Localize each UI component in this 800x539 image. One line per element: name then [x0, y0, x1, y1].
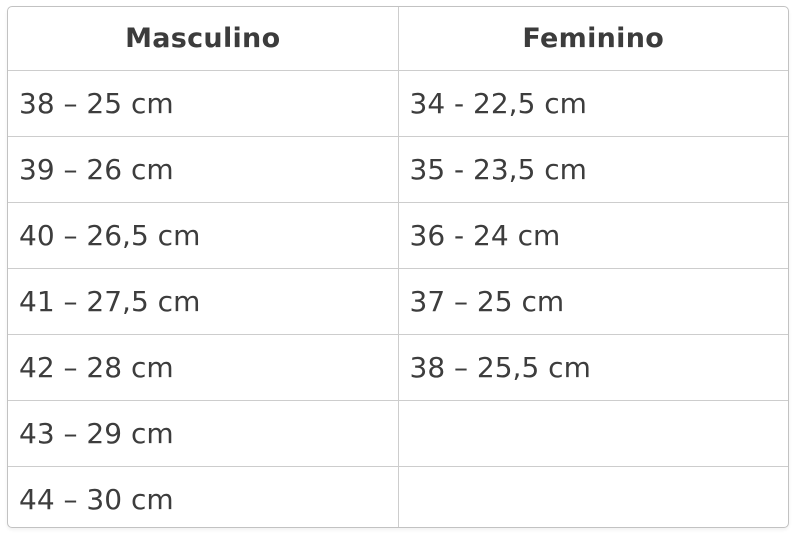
table-row: 38 – 25 cm 34 - 22,5 cm: [8, 70, 788, 137]
cell-masculino: 41 – 27,5 cm: [8, 268, 399, 335]
column-header-masculino: Masculino: [8, 7, 399, 71]
table-row: 44 – 30 cm: [8, 466, 788, 528]
cell-masculino: 44 – 30 cm: [8, 466, 399, 527]
table-row: 39 – 26 cm 35 - 23,5 cm: [8, 136, 788, 203]
cell-masculino: 38 – 25 cm: [8, 70, 399, 137]
table-row: 42 – 28 cm 38 – 25,5 cm: [8, 334, 788, 401]
cell-feminino: 38 – 25,5 cm: [398, 334, 788, 401]
table-row: 40 – 26,5 cm 36 - 24 cm: [8, 202, 788, 269]
table-header-row: Masculino Feminino: [8, 7, 788, 71]
shoe-size-table: Masculino Feminino 38 – 25 cm 34 - 22,5 …: [8, 7, 788, 528]
cell-feminino: 34 - 22,5 cm: [398, 70, 788, 137]
cell-feminino: 37 – 25 cm: [398, 268, 788, 335]
cell-feminino: 35 - 23,5 cm: [398, 136, 788, 203]
shoe-size-table-container: Masculino Feminino 38 – 25 cm 34 - 22,5 …: [7, 6, 789, 528]
cell-masculino: 39 – 26 cm: [8, 136, 399, 203]
cell-feminino: 36 - 24 cm: [398, 202, 788, 269]
cell-masculino: 42 – 28 cm: [8, 334, 399, 401]
cell-masculino: 40 – 26,5 cm: [8, 202, 399, 269]
column-header-feminino: Feminino: [398, 7, 788, 71]
cell-masculino: 43 – 29 cm: [8, 400, 399, 467]
table-row: 43 – 29 cm: [8, 400, 788, 467]
cell-feminino: [398, 467, 788, 528]
table-row: 41 – 27,5 cm 37 – 25 cm: [8, 268, 788, 335]
cell-feminino: [398, 400, 788, 467]
